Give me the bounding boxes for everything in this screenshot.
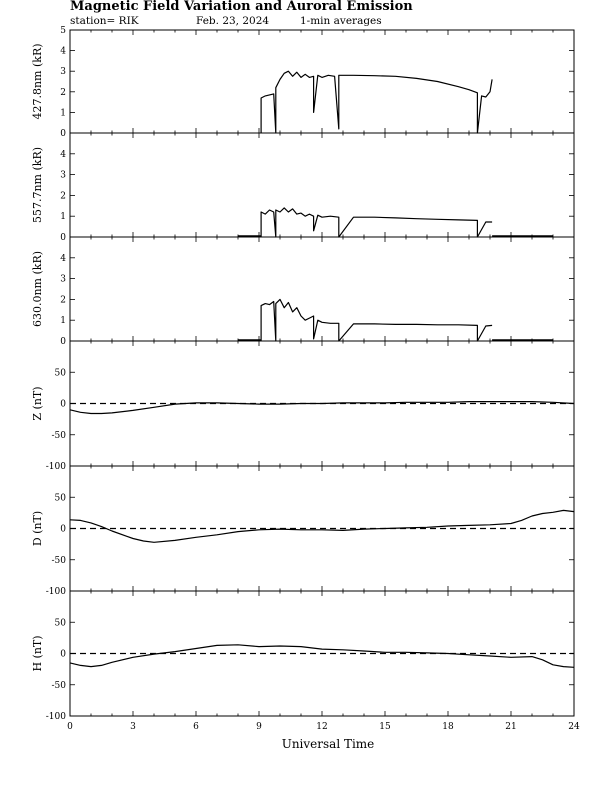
y-tick-label: 4 [60,254,66,264]
averaging-label: 1-min averages [300,15,382,27]
y-tick-label: 2 [60,295,66,305]
x-axis-label: Universal Time [282,737,375,751]
x-tick-label: 24 [568,722,580,732]
y-tick-label: 0 [60,525,66,535]
series-line-p5577 [260,207,493,238]
date-label: Feb. 23, 2024 [196,15,269,27]
y-tick-label: 50 [55,368,67,378]
x-tick-label: 3 [130,722,136,732]
y-tick-label: -50 [52,556,67,566]
y-tick-label: -50 [52,681,67,691]
series-line-p4278 [260,70,493,134]
panel-frame [69,132,575,238]
y-tick-label: 0 [60,650,66,660]
series-line-p6300 [260,298,493,342]
y-axis-label: D (nT) [31,511,44,546]
y-axis-label: Z (nT) [31,386,44,420]
y-axis-label: H (nT) [31,635,44,671]
y-tick-label: 50 [55,618,67,628]
series-line-pZ [69,401,575,415]
y-tick-label: 2 [60,88,66,98]
panel-pH: -100 -50 0 50 H (nT) [31,590,575,722]
y-tick-label: 0 [60,337,66,347]
series-line-pD [69,509,575,543]
panel-pZ: -100 -50 0 50 Z (nT) [31,340,575,472]
y-tick-label: 0 [60,129,66,139]
series-line-pH [69,644,575,668]
y-tick-label: -100 [46,462,66,472]
panel-pD: -100 -50 0 50 D (nT) [31,465,575,597]
y-axis-label: 427.8nm (kR) [31,43,44,119]
y-axis-label: 557.7nm (kR) [31,147,44,223]
y-tick-label: 1 [60,316,66,326]
panel-p4278: 0 1 2 3 4 5 427.8nm (kR) [31,26,575,139]
y-tick-label: 5 [60,26,66,36]
y-tick-label: -100 [46,587,66,597]
y-tick-label: 4 [60,150,66,160]
x-tick-label: 18 [442,722,454,732]
y-axis-label: 630.0nm (kR) [31,251,44,327]
y-tick-label: 2 [60,191,66,201]
y-tick-label: 50 [55,493,67,503]
x-tick-label: 6 [193,722,199,732]
chart-title: Magnetic Field Variation and Auroral Emi… [70,0,413,14]
x-tick-label: 0 [67,722,73,732]
y-tick-label: 0 [60,233,66,243]
y-tick-label: -50 [52,431,67,441]
x-tick-label: 12 [316,722,327,732]
y-tick-label: 4 [60,47,66,57]
y-tick-label: 3 [60,275,66,285]
y-tick-label: 3 [60,67,66,77]
x-tick-label: 21 [505,722,516,732]
panel-p6300: 0 1 2 3 4 630.0nm (kR) [31,236,575,347]
panel-p5577: 0 1 2 3 4 557.7nm (kR) [31,132,575,243]
station-label: station= RIK [70,15,139,27]
panel-frame [69,236,575,342]
x-tick-label: 9 [256,722,262,732]
y-tick-label: 1 [60,108,66,118]
panel-frame [69,29,575,134]
y-tick-label: 0 [60,400,66,410]
x-tick-label: 15 [379,722,391,732]
y-tick-label: -100 [46,712,66,722]
y-tick-label: 1 [60,212,66,222]
y-tick-label: 3 [60,171,66,181]
